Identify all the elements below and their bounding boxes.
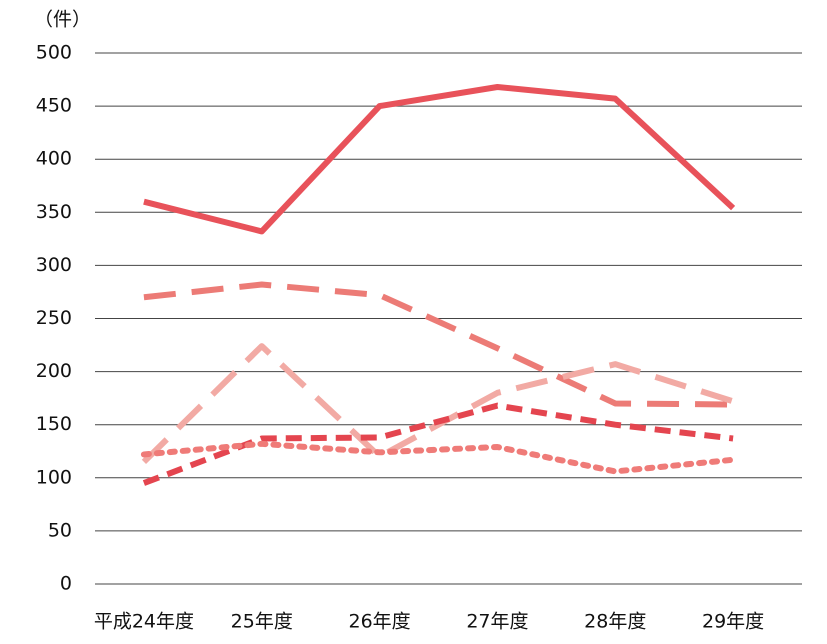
y-tick-label: 150 [36,413,72,435]
y-tick-label: 400 [36,148,72,170]
x-tick-label: 25年度 [231,611,293,633]
line-series [141,343,734,465]
x-tick-label: 29年度 [702,611,764,633]
y-tick-label: 450 [36,95,72,117]
y-tick-label: 500 [36,42,72,64]
y-tick-label: 50 [48,519,72,541]
y-tick-label: 0 [60,573,72,595]
line-series [140,440,737,475]
x-tick-label: 平成24年度 [94,611,194,633]
line-series [143,83,736,235]
y-axis-label: （件） [34,9,91,31]
x-tick-label: 26年度 [348,611,410,633]
y-tick-label: 200 [36,360,72,382]
y-tick-label: 350 [36,201,72,223]
line-series [143,281,734,408]
x-tick-label: 27年度 [466,611,528,633]
y-tick-label: 300 [36,254,72,276]
x-tick-label: 28年度 [584,611,646,633]
y-tick-label: 100 [36,466,72,488]
y-tick-label: 250 [36,307,72,329]
